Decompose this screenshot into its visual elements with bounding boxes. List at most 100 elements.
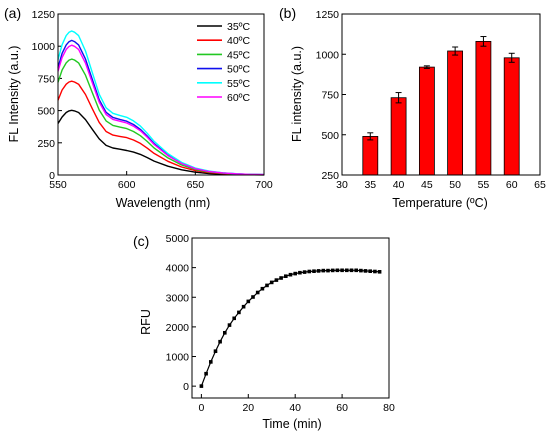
error-bar-55 [480,36,487,47]
x-tick-label: 700 [255,179,273,191]
x-tick-label: 65 [534,179,546,191]
rfu-point [321,268,326,273]
error-bar-45 [423,65,430,69]
panel-a-plot-frame [57,13,265,176]
bar-50 [447,50,464,176]
panel-c-y-axis-label: RFU [139,309,153,335]
rfu-point [218,339,222,344]
x-tick-label: 0 [198,402,204,414]
rfu-point [359,268,363,273]
y-tick-label: 1000 [166,352,190,364]
x-tick-label: 650 [187,179,205,191]
rfu-point [298,270,302,275]
panel-b-bar-group [362,36,520,176]
panel-b-plot-frame [341,13,541,176]
x-tick-label: 550 [49,179,67,191]
rfu-point [377,270,382,274]
y-tick-label: 3000 [166,292,190,304]
rfu-point [255,290,260,295]
y-tick-label: 0 [183,381,189,393]
panel-b-y-axis-label: FL intensity (a.u.) [290,46,304,142]
rfu-point [246,299,251,304]
panel-a-legend: 35ºC 40ºC 45ºC 50ºC 55ºC 60ºC [197,21,251,104]
panel-a-x-axis-label: Wavelength (nm) [116,196,211,210]
legend-label-5: 60ºC [227,92,251,104]
x-tick-label: 40 [289,402,301,414]
rfu-point [330,268,335,273]
error-bar-40 [395,92,402,104]
rfu-point [302,270,307,274]
panel-c-curve [199,268,382,388]
rfu-point [209,360,213,364]
x-tick-label: 45 [421,179,433,191]
x-tick-label: 50 [449,179,461,191]
x-tick-label: 60 [506,179,518,191]
rfu-point [349,268,354,273]
rfu-point [199,384,204,388]
panel-c-y-ticks: 0 1000 2000 3000 4000 5000 [166,233,196,393]
rfu-point [241,304,246,309]
panel-b-bars: (b) Temperature (ºC) FL intensity (a.u.)… [279,5,546,210]
panel-c-kinetics: (c) Time (min) RFU 0 20 40 60 80 0 1000 2000 30… [133,233,395,431]
rfu-point [279,276,283,280]
y-tick-label: 1250 [32,9,56,21]
x-tick-label: 80 [383,402,395,414]
rfu-point [345,268,349,273]
rfu-point [232,316,236,321]
rfu-point [368,269,372,273]
y-tick-label: 250 [37,138,55,150]
y-tick-label: 250 [321,170,339,182]
rfu-point [223,331,227,335]
series-line-5 [57,44,265,176]
x-tick-label: 60 [336,402,348,414]
panel-a-spectra: (a) Wavelength (nm) FL Intensity (a.u.) … [4,5,273,210]
series-line-0 [57,109,265,176]
x-tick-label: 30 [336,179,348,191]
panel-a-label: (a) [4,5,21,21]
x-tick-label: 55 [478,179,490,191]
rfu-point [293,271,297,276]
y-tick-label: 1250 [316,9,340,21]
rfu-point [237,310,241,315]
bar-60 [503,57,520,176]
legend-label-4: 55ºC [227,78,251,90]
rfu-point [335,268,340,273]
rfu-point [265,283,269,288]
x-tick-label: 600 [118,179,136,191]
y-tick-label: 500 [321,130,339,142]
panel-a-series-lines [57,30,265,176]
rfu-point [227,323,232,327]
bar-45 [418,66,435,176]
x-tick-label: 35 [364,179,376,191]
bar-55 [475,41,492,176]
rfu-point [316,269,321,273]
panel-b-x-axis-label: Temperature (ºC) [392,196,488,210]
panel-b-y-ticks: 250 500 750 1000 1250 [316,9,346,182]
rfu-point [288,272,293,277]
rfu-point [269,280,274,285]
panel-a-y-axis-label: FL Intensity (a.u.) [7,46,21,143]
bar-40 [390,97,407,176]
panel-c-x-axis-label: Time (min) [262,417,321,431]
rfu-point [274,278,279,282]
rfu-point [312,269,316,273]
y-tick-label: 1000 [316,49,340,61]
rfu-point [340,268,344,273]
y-tick-label: 1000 [32,41,56,53]
x-tick-label: 40 [393,179,405,191]
error-bar-50 [452,46,459,56]
bar-35 [362,135,379,176]
rfu-point [260,286,265,291]
panel-b-label: (b) [279,5,296,21]
rfu-point [354,268,358,273]
panel-c-plot-frame [191,237,390,399]
rfu-point [284,274,288,278]
y-tick-label: 4000 [166,263,190,275]
y-tick-label: 5000 [166,233,190,245]
rfu-point [213,349,218,353]
error-bar-35 [367,132,374,141]
legend-label-1: 40ºC [227,35,251,47]
legend-label-3: 50ºC [227,64,251,76]
rfu-point [373,269,377,274]
